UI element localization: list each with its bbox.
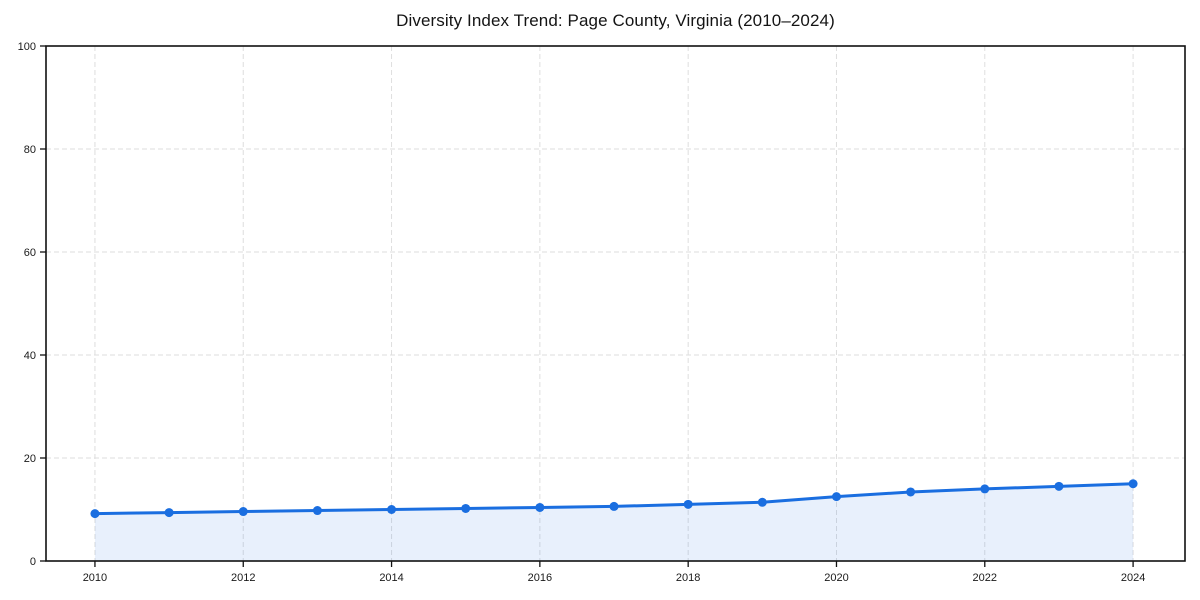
data-point (683, 499, 693, 509)
data-point (312, 506, 322, 516)
data-point (90, 509, 100, 519)
x-tick-label: 2010 (83, 572, 107, 584)
data-point (387, 505, 397, 514)
y-tick-label: 60 (24, 247, 36, 259)
x-tick-label: 2020 (824, 572, 848, 584)
chart-title: Diversity Index Trend: Page County, Virg… (396, 11, 835, 30)
data-point (461, 503, 471, 513)
data-point (238, 507, 248, 517)
data-point (535, 502, 545, 512)
x-tick-label: 2024 (1121, 572, 1145, 584)
data-point (609, 501, 619, 511)
data-point (757, 497, 767, 507)
y-tick-label: 80 (24, 144, 36, 156)
data-point (1054, 481, 1064, 491)
x-tick-label: 2018 (676, 572, 700, 584)
data-point (164, 508, 174, 518)
plot-border (45, 45, 1186, 562)
x-tick-label: 2012 (231, 572, 255, 584)
data-point (831, 492, 841, 502)
y-tick-label: 40 (24, 350, 36, 362)
y-tick-label: 100 (18, 41, 36, 53)
x-tick-label: 2016 (528, 572, 552, 584)
data-point (1128, 479, 1138, 489)
x-tick-label: 2014 (379, 572, 403, 584)
data-point (906, 487, 916, 497)
x-tick-label: 2022 (973, 572, 997, 584)
data-point (980, 484, 990, 494)
y-tick-label: 20 (24, 453, 36, 465)
area-fill (94, 483, 1134, 561)
y-tick-label: 0 (30, 556, 36, 568)
